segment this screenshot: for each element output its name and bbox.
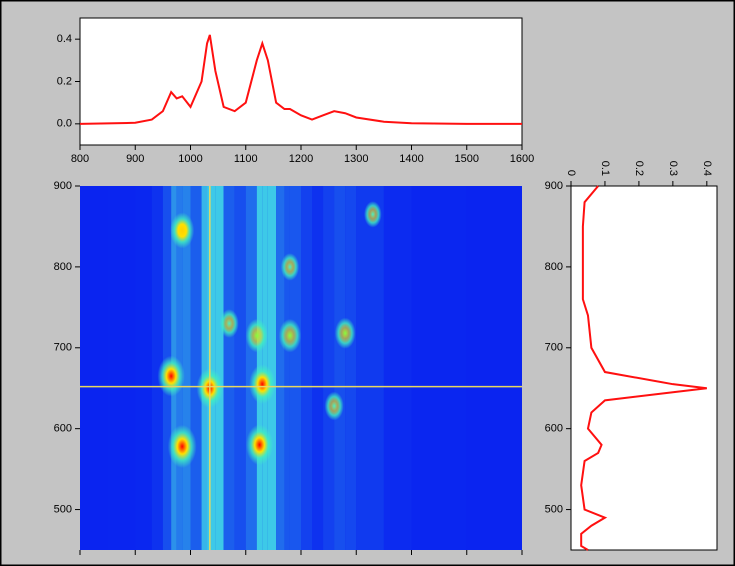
y-tick-label: 900 <box>54 180 72 192</box>
heat-strip <box>107 186 136 550</box>
heat-strip <box>234 186 246 550</box>
x-tick-label: 0.3 <box>667 161 679 176</box>
correlation-peak <box>278 318 302 353</box>
y-tick-label: 800 <box>545 261 563 273</box>
y-tick-label: 700 <box>545 342 563 354</box>
heat-strip <box>301 186 313 550</box>
y-tick-label: 800 <box>54 261 72 273</box>
heat-strip <box>267 186 277 550</box>
correlation-peak <box>249 364 276 404</box>
y-tick-label: 500 <box>545 503 563 515</box>
correlation-peak <box>219 309 239 338</box>
x-tick-label: 900 <box>126 153 144 165</box>
heat-strip <box>135 186 152 550</box>
heat-strip <box>334 186 346 550</box>
heat-strip <box>284 186 290 550</box>
x-tick-label: 0.4 <box>701 161 713 176</box>
x-tick-label: 0 <box>565 170 577 176</box>
correlation-peak <box>324 391 344 421</box>
heat-strip <box>245 186 257 550</box>
x-tick-label: 0.1 <box>599 161 611 176</box>
y-tick-label: 600 <box>54 423 72 435</box>
y-tick-label: 0.2 <box>57 75 72 87</box>
y-tick-label: 0.0 <box>57 118 72 130</box>
plot-area <box>570 185 718 551</box>
x-tick-label: 1200 <box>289 153 313 165</box>
x-tick-label: 1400 <box>399 153 423 165</box>
x-tick-label: 1000 <box>178 153 202 165</box>
y-tick-label: 600 <box>545 423 563 435</box>
y-tick-label: 700 <box>54 342 72 354</box>
heat-strip <box>207 186 210 550</box>
heat-strip <box>276 186 285 550</box>
heat-strip <box>151 186 163 550</box>
correlation-peak <box>245 318 268 353</box>
y-tick-label: 0.4 <box>57 33 72 45</box>
heat-strip <box>466 186 522 550</box>
heat-strip <box>80 186 108 550</box>
heat-strip <box>289 186 301 550</box>
x-tick-label: 800 <box>71 153 89 165</box>
heat-strip <box>323 186 335 550</box>
correlation-peak <box>334 317 356 349</box>
heat-strip <box>215 186 224 550</box>
heat-strip <box>356 186 384 550</box>
correlation-peak <box>245 424 274 466</box>
spectrum-line <box>79 34 522 125</box>
heat-strip <box>201 186 208 550</box>
x-tick-label: 1500 <box>455 153 479 165</box>
heat-strip <box>223 186 235 550</box>
heat-strip <box>411 186 467 550</box>
heat-strip <box>190 186 202 550</box>
correlation-peak <box>364 201 382 228</box>
x-tick-label: 1300 <box>344 153 368 165</box>
heat-strip <box>312 186 324 550</box>
correlation-peak <box>167 424 197 469</box>
y-tick-label: 500 <box>54 503 72 515</box>
heat-strip <box>383 186 412 550</box>
heat-strip <box>182 186 191 550</box>
y-tick-label: 900 <box>545 180 563 192</box>
x-tick-label: 1100 <box>234 153 258 165</box>
x-tick-label: 1600 <box>510 153 534 165</box>
x-tick-label: 0.2 <box>633 161 645 176</box>
correlation-peak <box>157 355 185 397</box>
projection-line <box>580 185 707 551</box>
correlation-peak <box>280 253 300 281</box>
heat-strip <box>209 186 216 550</box>
heat-strip <box>345 186 357 550</box>
plot-area <box>79 17 523 146</box>
correlation-peak <box>170 212 195 249</box>
